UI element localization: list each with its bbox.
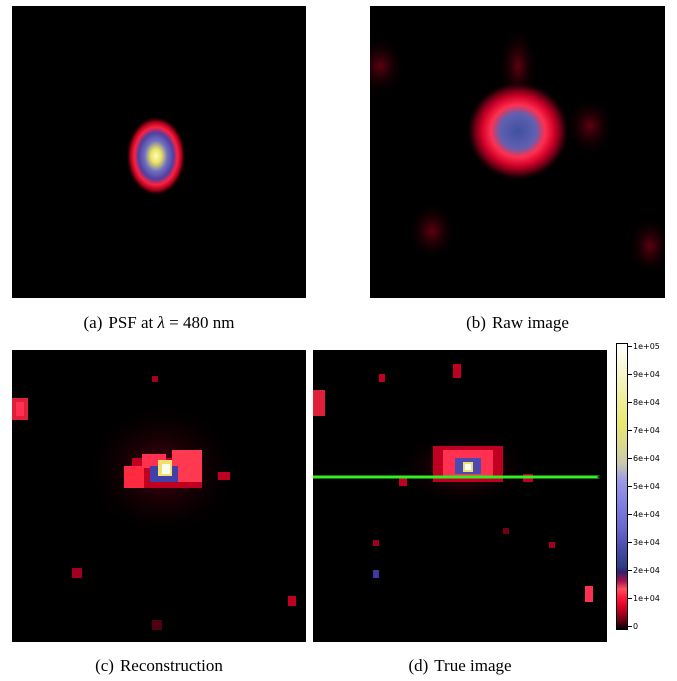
colorbar-tick-label: 1e+05 (633, 342, 660, 351)
colorbar-tick-label: 3e+04 (633, 538, 660, 547)
caption-a: (a) PSF at λ = 480 nm (83, 313, 235, 332)
true-image (313, 350, 607, 642)
colorbar-tick-label: 8e+04 (633, 398, 660, 407)
colorbar-tick-label: 9e+04 (633, 370, 660, 379)
raw-image (370, 6, 665, 298)
colorbar-tick-label: 5e+04 (633, 482, 660, 491)
colorbar-tick-label: 7e+04 (633, 426, 660, 435)
colorbar (616, 343, 628, 630)
caption-c: (c) Reconstruction (95, 656, 223, 675)
caption-d: (d) True image (408, 656, 512, 675)
profile-arrow-icon (597, 472, 607, 482)
caption-b: (b) Raw image (466, 313, 569, 332)
colorbar-tick-label: 6e+04 (633, 454, 660, 463)
reconstruction-image (12, 350, 306, 642)
colorbar-tick-label: 0 (633, 622, 639, 631)
psf-image (12, 6, 306, 298)
colorbar-tick-label: 1e+04 (633, 594, 660, 603)
colorbar-tick-label: 2e+04 (633, 566, 660, 575)
colorbar-tick-label: 4e+04 (633, 510, 660, 519)
